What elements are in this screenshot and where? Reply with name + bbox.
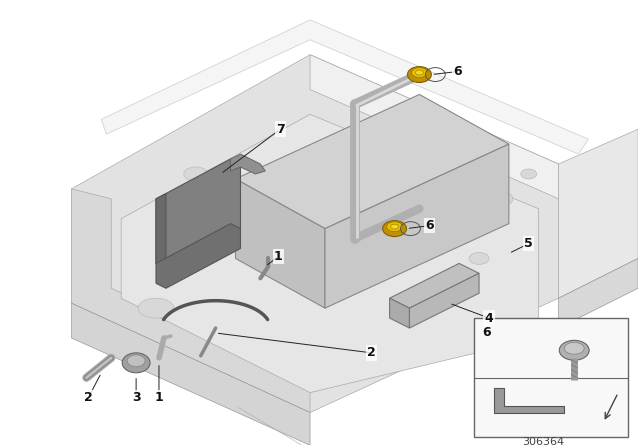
- Polygon shape: [236, 179, 325, 308]
- Ellipse shape: [184, 167, 207, 181]
- Ellipse shape: [387, 222, 403, 232]
- Ellipse shape: [138, 298, 174, 318]
- Polygon shape: [72, 189, 310, 413]
- Polygon shape: [72, 55, 559, 413]
- Text: 1: 1: [155, 391, 163, 404]
- Polygon shape: [121, 114, 539, 392]
- Polygon shape: [156, 159, 241, 268]
- Text: 7: 7: [276, 123, 285, 136]
- Polygon shape: [390, 298, 410, 328]
- Text: 6: 6: [425, 219, 434, 232]
- Polygon shape: [494, 388, 564, 413]
- Text: 1: 1: [274, 250, 283, 263]
- Text: 6: 6: [482, 326, 491, 339]
- Polygon shape: [310, 55, 559, 199]
- Text: 4: 4: [484, 311, 493, 325]
- Ellipse shape: [408, 67, 431, 82]
- Ellipse shape: [390, 224, 399, 229]
- Polygon shape: [325, 144, 509, 308]
- Ellipse shape: [383, 221, 406, 237]
- Polygon shape: [559, 258, 638, 328]
- Polygon shape: [230, 154, 266, 174]
- Ellipse shape: [122, 353, 150, 373]
- Text: 306364: 306364: [523, 437, 564, 448]
- Ellipse shape: [559, 340, 589, 360]
- Polygon shape: [72, 303, 310, 445]
- Ellipse shape: [469, 253, 489, 264]
- Polygon shape: [156, 194, 166, 263]
- Ellipse shape: [127, 355, 145, 367]
- Ellipse shape: [485, 191, 513, 207]
- Ellipse shape: [521, 169, 537, 179]
- Text: 3: 3: [132, 391, 140, 404]
- Polygon shape: [156, 224, 241, 288]
- Ellipse shape: [412, 68, 428, 78]
- Polygon shape: [236, 95, 509, 228]
- Polygon shape: [101, 20, 588, 154]
- Ellipse shape: [564, 342, 584, 354]
- Polygon shape: [410, 273, 479, 328]
- Text: 2: 2: [84, 391, 93, 404]
- Ellipse shape: [415, 70, 424, 75]
- Text: 6: 6: [453, 65, 461, 78]
- Polygon shape: [390, 263, 479, 308]
- Text: 2: 2: [367, 346, 376, 359]
- Text: 5: 5: [524, 237, 533, 250]
- Polygon shape: [559, 129, 638, 298]
- Bar: [474, 318, 628, 437]
